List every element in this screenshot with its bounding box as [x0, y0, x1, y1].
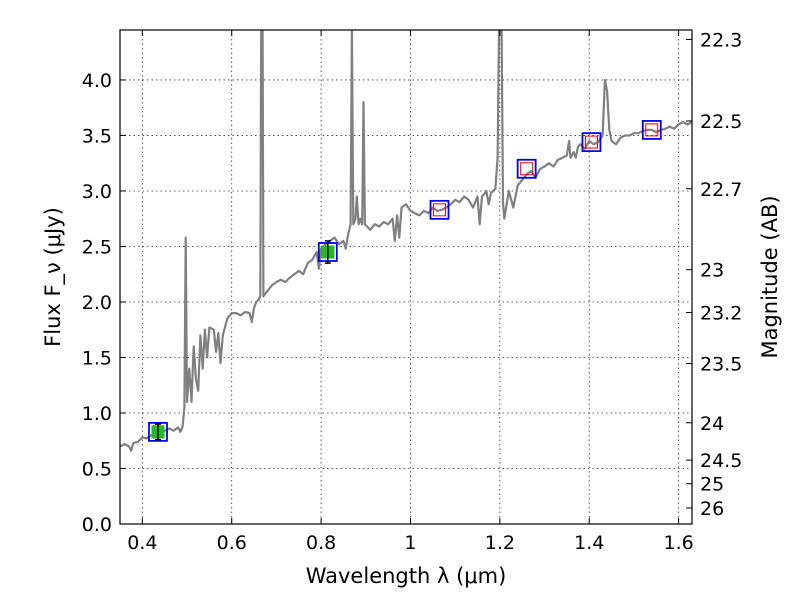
x-axis-title: Wavelength λ (μm)	[306, 564, 507, 588]
markers-layer	[148, 120, 662, 442]
x-tick-label: 0.4	[127, 532, 157, 554]
model-point-outer	[581, 132, 602, 153]
y-tick-label: 0.0	[82, 514, 112, 536]
mag-tick-label: 26	[700, 498, 724, 520]
mag-tick-label: 22.7	[700, 179, 742, 201]
plot-frame	[119, 29, 693, 525]
y-tick-label: 0.5	[82, 458, 112, 480]
series-layer	[120, 30, 692, 452]
model-point-inner	[433, 203, 447, 217]
model-point-inner	[645, 123, 659, 137]
y-tick-label: 2.5	[82, 236, 112, 258]
model-point-outer	[148, 421, 168, 442]
model-point-outer	[516, 158, 537, 179]
y-tick-label: 1.0	[82, 403, 112, 425]
x-tick-label: 0.6	[217, 532, 247, 554]
x-tick-label: 1	[404, 532, 416, 554]
y-tick-label: 3.5	[82, 125, 112, 147]
model-point-outer	[429, 199, 450, 220]
mag-tick-label: 24	[700, 413, 724, 435]
x-tick-label: 1.6	[663, 532, 693, 554]
mag-tick-label: 23	[700, 260, 724, 282]
ticks-layer: 0.4 0.6 0.8 1 1.2 1.4 1.6 0.0 0.5 1.0 1.5 2.0 2.5 3.0…	[82, 29, 743, 554]
model-point-outer	[641, 120, 662, 140]
y-tick-label: 4.0	[82, 70, 112, 92]
spectrum-line	[120, 30, 692, 452]
mag-tick-label: 23.2	[700, 302, 742, 324]
y-tick-label: 1.5	[82, 347, 112, 369]
mag-tick-label: 24.5	[700, 450, 742, 472]
x-tick-label: 1.2	[485, 532, 515, 554]
y-tick-label: 3.0	[82, 181, 112, 203]
model-point-inner	[520, 162, 534, 176]
y-axis-title: Flux F_ν (μJy)	[41, 207, 66, 347]
y-tick-label: 2.0	[82, 292, 112, 314]
right-axis-title: Magnitude (AB)	[758, 195, 782, 358]
mag-tick-label: 22.5	[700, 111, 742, 133]
mag-tick-label: 22.3	[700, 29, 742, 51]
mag-tick-label: 23.5	[700, 354, 742, 376]
x-tick-label: 1.4	[574, 532, 604, 554]
model-point-inner	[584, 135, 598, 149]
x-tick-label: 0.8	[306, 532, 336, 554]
mag-tick-label: 25	[700, 474, 724, 496]
